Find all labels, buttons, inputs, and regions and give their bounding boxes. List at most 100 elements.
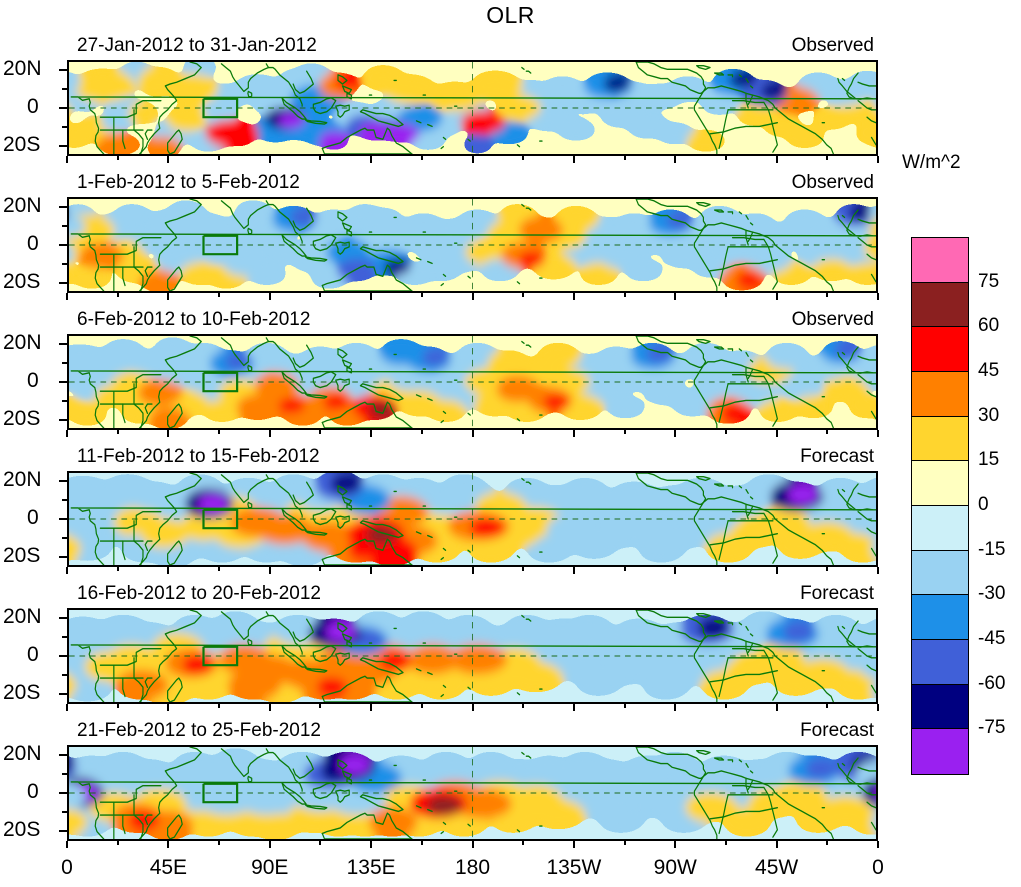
colorbar-band-8: [912, 595, 968, 640]
y-tick: [59, 693, 67, 696]
y-tick: [59, 556, 67, 559]
x-tick-minor: [522, 293, 525, 297]
colorbar-tick-label: 60: [978, 315, 1000, 337]
panel-3: 6-Feb-2012 to 10-Feb-2012 Observed: [59, 309, 879, 437]
x-tick-minor: [826, 704, 829, 708]
x-tick-minor: [522, 841, 525, 845]
x-tick: [268, 156, 271, 163]
y-tick: [59, 342, 67, 345]
colorbar-tick-label: 15: [978, 449, 1000, 471]
x-tick: [674, 430, 677, 437]
colorbar-tick-label: -45: [978, 628, 1006, 649]
colorbar-tick-label: -75: [978, 717, 1006, 739]
colorbar-band-11: [912, 729, 968, 774]
y-axis-label: 20N: [3, 467, 42, 491]
x-tick: [167, 430, 170, 437]
x-tick: [572, 156, 575, 163]
x-tick: [572, 841, 575, 848]
y-tick-minor: [62, 537, 67, 540]
x-tick-minor: [724, 430, 727, 434]
x-tick-minor: [420, 293, 423, 297]
y-axis-label: 20S: [3, 681, 41, 705]
panel-2: 1-Feb-2012 to 5-Feb-2012 Observed: [59, 172, 879, 300]
x-tick: [775, 704, 778, 711]
x-tick: [268, 567, 271, 574]
x-tick: [471, 841, 474, 848]
x-tick-minor: [218, 704, 221, 708]
x-tick: [674, 704, 677, 711]
y-tick: [59, 830, 67, 833]
x-tick: [572, 704, 575, 711]
colorbar-tick-labels: 75 60 45 30 15 0 -15 -30 -45 -60 -75: [978, 237, 1021, 773]
y-axis-label: 20S: [3, 818, 41, 842]
x-axis-label: 45W: [755, 856, 799, 879]
x-tick: [268, 841, 271, 848]
panel-date-range-label: 16-Feb-2012 to 20-Feb-2012: [77, 583, 321, 604]
x-tick: [775, 567, 778, 574]
x-tick: [66, 704, 68, 711]
x-tick: [370, 293, 373, 300]
x-tick-minor: [218, 156, 221, 160]
x-axis-label: 45E: [149, 856, 188, 879]
x-tick: [877, 704, 879, 711]
x-tick-minor: [826, 841, 829, 845]
colorbar-band-1: [912, 282, 968, 328]
colorbar-tick-label: -15: [978, 538, 1006, 560]
x-tick: [370, 841, 373, 848]
panel-date-range-label: 6-Feb-2012 to 10-Feb-2012: [77, 309, 311, 330]
x-tick-minor: [623, 841, 626, 845]
x-tick: [674, 567, 677, 574]
colorbar-band-3: [912, 371, 968, 417]
x-tick: [66, 293, 68, 300]
y-tick-minor: [62, 263, 67, 266]
x-axis-label: 0: [61, 856, 73, 879]
panel-1: 27-Jan-2012 to 31-Jan-2012 Observed: [59, 35, 879, 163]
x-tick: [471, 156, 474, 163]
x-tick-minor: [319, 704, 322, 708]
y-tick-minor: [62, 87, 67, 90]
x-axis-label: 135E: [346, 856, 396, 879]
colorbar-tick-label: 0: [978, 494, 989, 515]
y-tick-minor: [62, 224, 67, 227]
x-tick-minor: [420, 841, 423, 845]
y-tick: [59, 753, 67, 756]
reference-box: [204, 373, 238, 391]
colorbar-band-5: [912, 461, 968, 506]
x-tick-minor: [116, 430, 119, 434]
y-tick: [59, 479, 67, 482]
x-tick: [370, 430, 373, 437]
x-tick: [268, 704, 271, 711]
colorbar-band-2: [912, 327, 968, 372]
x-tick: [674, 841, 677, 848]
y-tick: [59, 282, 67, 285]
x-tick: [268, 430, 271, 437]
x-tick-minor: [724, 704, 727, 708]
y-axis-label: 20N: [3, 604, 42, 628]
x-tick-minor: [826, 430, 829, 434]
x-tick-minor: [218, 293, 221, 297]
panel-map-6: [69, 747, 876, 839]
x-tick-minor: [522, 430, 525, 434]
x-tick: [674, 293, 677, 300]
x-tick-minor: [724, 293, 727, 297]
x-tick-minor: [116, 567, 119, 571]
colorbar-tick-label: 45: [978, 360, 1000, 381]
map-plot-area: [67, 745, 878, 841]
x-tick-minor: [623, 156, 626, 160]
y-tick: [59, 205, 67, 208]
x-axis-label: 90W: [653, 856, 697, 879]
x-tick: [775, 430, 778, 437]
panel-date-range-label: 1-Feb-2012 to 5-Feb-2012: [77, 172, 300, 193]
x-axis-label: 90E: [251, 856, 289, 879]
x-tick: [167, 841, 170, 848]
reference-box: [204, 236, 238, 254]
colorbar-band-10: [912, 684, 968, 730]
x-tick: [775, 156, 778, 163]
y-tick: [59, 655, 67, 657]
x-tick: [877, 841, 879, 848]
y-axis-label: 0: [27, 232, 39, 255]
reference-box: [204, 99, 238, 117]
map-plot-area: [67, 608, 878, 704]
x-tick: [471, 704, 474, 711]
